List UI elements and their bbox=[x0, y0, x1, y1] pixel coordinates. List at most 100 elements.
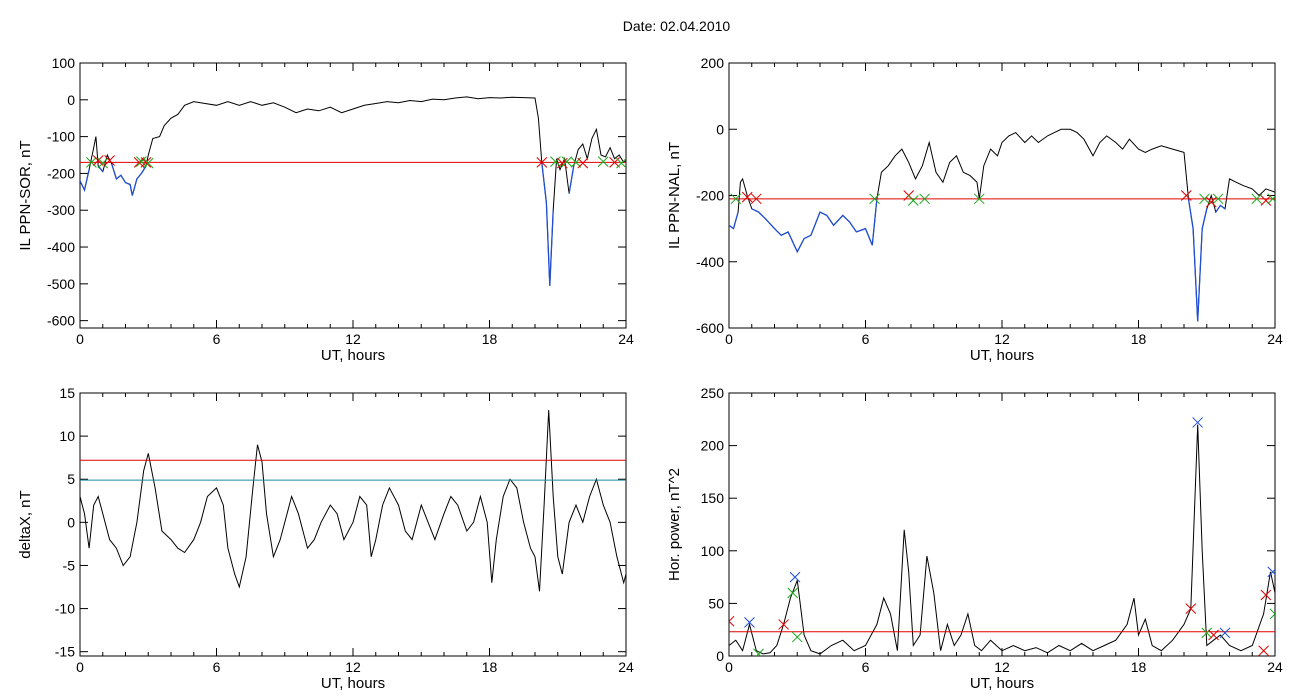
marker-stroke bbox=[1260, 195, 1272, 206]
x-marker bbox=[1208, 629, 1219, 641]
x-marker bbox=[97, 157, 109, 169]
y-axis-label: IL PPN-NAL, nT bbox=[666, 142, 683, 249]
x-marker bbox=[104, 155, 115, 166]
x-marker bbox=[869, 193, 880, 205]
plot-frame bbox=[79, 392, 627, 657]
marker-stroke bbox=[1269, 608, 1275, 615]
y-tick-label: -400 bbox=[696, 254, 724, 270]
marker-stroke bbox=[86, 157, 97, 168]
marker-stroke bbox=[142, 157, 154, 169]
x-marker bbox=[1260, 589, 1272, 601]
y-tick-label: 0 bbox=[67, 92, 75, 108]
x-tick-label: 6 bbox=[862, 331, 870, 347]
marker-stroke bbox=[1269, 613, 1275, 620]
y-tick-label: -200 bbox=[696, 188, 724, 204]
series-line-below-threshold bbox=[729, 211, 739, 230]
marker-stroke bbox=[750, 193, 762, 205]
marker-stroke bbox=[561, 156, 573, 167]
x-marker bbox=[1199, 193, 1210, 205]
marker-stroke bbox=[729, 620, 735, 627]
plot-frame bbox=[728, 62, 1276, 329]
marker-stroke bbox=[97, 157, 109, 169]
y-tick-label: -100 bbox=[47, 129, 75, 145]
x-marker bbox=[778, 619, 789, 630]
marker-stroke bbox=[104, 155, 115, 166]
y-tick-label: 100 bbox=[701, 543, 725, 559]
marker-stroke bbox=[1208, 629, 1219, 641]
x-marker bbox=[1192, 417, 1204, 428]
marker-stroke bbox=[577, 157, 589, 169]
x-axis-label: UT, hours bbox=[321, 675, 385, 692]
page-title: Date: 02.04.2010 bbox=[622, 18, 731, 34]
marker-stroke bbox=[1219, 627, 1231, 639]
x-marker bbox=[1180, 190, 1192, 201]
x-marker bbox=[536, 157, 548, 168]
x-marker bbox=[1269, 608, 1275, 620]
marker-stroke bbox=[1199, 193, 1210, 205]
marker-stroke bbox=[907, 195, 919, 206]
chart-p1: 0 6 12 18 24 100 0 -100 -200 -300 -400 -500 -600 UT, … bbox=[17, 55, 634, 364]
series-line bbox=[729, 424, 1275, 655]
y-axis-label: deltaX, nT bbox=[17, 490, 34, 558]
y-tick-label: -10 bbox=[55, 601, 75, 617]
x-tick-label: 0 bbox=[725, 331, 733, 347]
marker-stroke bbox=[1205, 196, 1217, 208]
marker-stroke bbox=[730, 193, 742, 205]
x-marker bbox=[730, 193, 742, 205]
x-marker bbox=[907, 195, 919, 206]
x-marker bbox=[789, 571, 801, 583]
x-axis-label: UT, hours bbox=[970, 347, 1034, 364]
x-tick-label: 18 bbox=[482, 659, 498, 675]
x-tick-label: 24 bbox=[1267, 331, 1283, 347]
series-line bbox=[80, 96, 626, 286]
marker-stroke bbox=[1180, 190, 1192, 201]
y-tick-label: 250 bbox=[701, 385, 725, 401]
x-marker bbox=[741, 191, 753, 203]
x-tick-label: 0 bbox=[725, 659, 733, 675]
marker-stroke bbox=[536, 157, 548, 168]
marker-stroke bbox=[1267, 568, 1275, 578]
y-tick-label: 0 bbox=[716, 121, 724, 137]
x-marker bbox=[919, 193, 931, 205]
x-marker bbox=[140, 157, 152, 168]
x-marker bbox=[1201, 627, 1213, 639]
x-marker bbox=[744, 616, 755, 628]
y-axis-label: IL PPN-SOR, nT bbox=[17, 140, 34, 250]
x-tick-label: 24 bbox=[618, 659, 634, 675]
marker-stroke bbox=[92, 155, 104, 166]
x-marker bbox=[1267, 193, 1275, 205]
marker-stroke bbox=[550, 156, 561, 167]
x-axis-label: UT, hours bbox=[970, 675, 1034, 692]
series-line bbox=[80, 410, 626, 592]
marker-stroke bbox=[1267, 195, 1275, 205]
marker-stroke bbox=[1185, 603, 1197, 615]
marker-stroke bbox=[1192, 417, 1204, 428]
x-marker bbox=[136, 156, 147, 167]
y-tick-label: 50 bbox=[708, 595, 724, 611]
x-marker bbox=[753, 648, 764, 656]
x-marker bbox=[1212, 193, 1224, 205]
x-marker bbox=[1260, 195, 1272, 206]
y-tick-label: 10 bbox=[59, 428, 75, 444]
marker-stroke bbox=[136, 156, 147, 167]
y-tick-label: -500 bbox=[47, 276, 75, 292]
x-axis-label: UT, hours bbox=[321, 347, 385, 364]
plot-frame bbox=[728, 392, 1276, 657]
y-tick-label: 0 bbox=[716, 648, 724, 664]
marker-stroke bbox=[597, 156, 609, 167]
x-marker bbox=[1185, 603, 1197, 615]
x-tick-label: 12 bbox=[345, 331, 361, 347]
x-tick-label: 0 bbox=[76, 659, 84, 675]
marker-stroke bbox=[616, 157, 626, 169]
chart-p4: 0 6 12 18 24 250 200 150 100 50 0 UT, hours Hor. pow… bbox=[666, 385, 1283, 692]
y-tick-label: -200 bbox=[47, 165, 75, 181]
x-marker bbox=[550, 156, 561, 167]
y-tick-label: 5 bbox=[67, 471, 75, 487]
marker-stroke bbox=[919, 193, 931, 205]
y-tick-label: -400 bbox=[47, 239, 75, 255]
series-line-below-threshold bbox=[80, 169, 90, 192]
marker-stroke bbox=[140, 157, 152, 168]
x-tick-label: 6 bbox=[213, 331, 221, 347]
x-marker bbox=[1205, 196, 1217, 208]
marker-stroke bbox=[1212, 193, 1224, 205]
